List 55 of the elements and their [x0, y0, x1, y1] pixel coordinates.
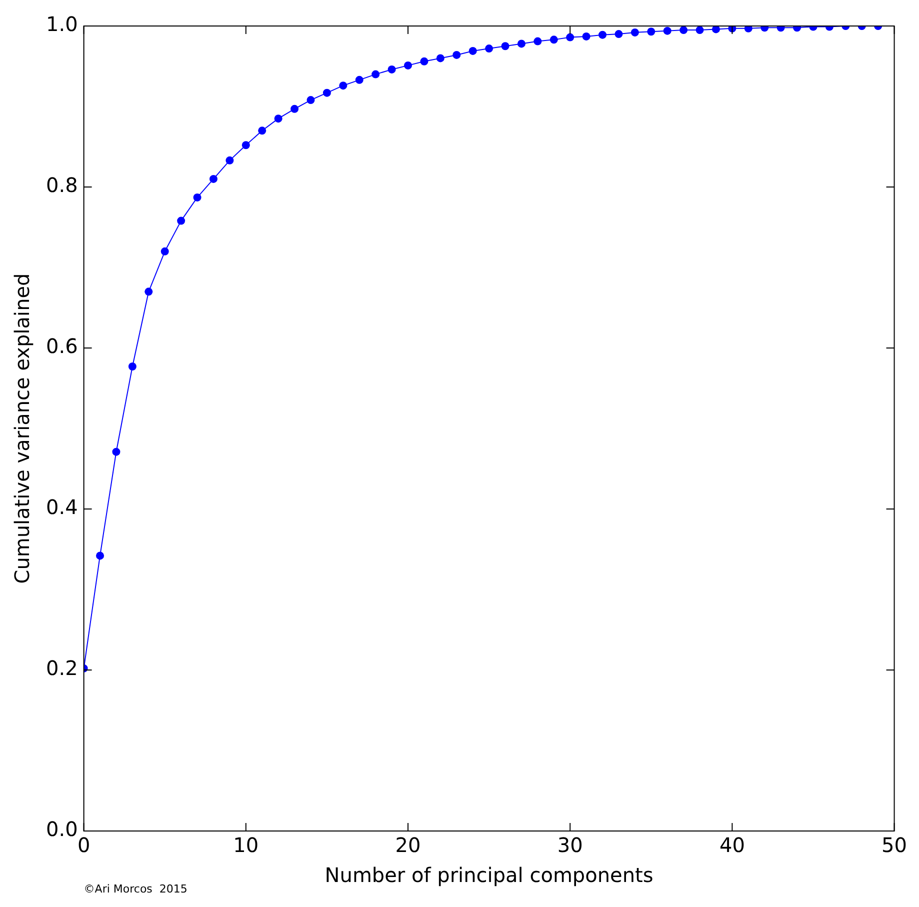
point: [598, 30, 607, 39]
point: [712, 26, 720, 34]
x-tick-label: 30: [557, 833, 583, 858]
point: [614, 30, 623, 38]
y-tick-label: 1.0: [46, 12, 78, 36]
point: [744, 26, 752, 32]
point: [274, 114, 282, 123]
x-tick-label: 20: [395, 833, 421, 858]
point: [144, 288, 153, 296]
point: [582, 32, 590, 40]
point: [177, 216, 186, 225]
point: [420, 57, 428, 66]
y-tick-label: 0.8: [46, 173, 78, 198]
point: [388, 65, 396, 74]
point: [501, 42, 510, 50]
point: [290, 104, 299, 113]
y-tick-label: 0.0: [46, 817, 78, 842]
point: [193, 193, 202, 202]
point: [242, 141, 250, 150]
point: [322, 88, 331, 97]
point: [534, 37, 542, 46]
point: [355, 76, 364, 84]
point: [160, 247, 169, 256]
point: [128, 362, 136, 371]
point: [452, 50, 461, 59]
point: [468, 46, 477, 55]
y-tick-label: 0.2: [46, 656, 78, 680]
point: [258, 126, 266, 135]
point: [339, 82, 348, 90]
y-tick-label: 0.4: [46, 495, 78, 520]
point: [647, 28, 656, 36]
x-tick-label: 10: [233, 833, 259, 858]
point: [112, 448, 120, 456]
y-tick-label: 0.6: [46, 334, 78, 358]
point: [680, 26, 688, 34]
point: [485, 44, 494, 53]
point: [209, 174, 218, 183]
point: [404, 61, 412, 70]
point: [696, 26, 704, 34]
x-tick-label: 40: [719, 833, 745, 858]
point: [96, 552, 104, 560]
point: [436, 54, 444, 62]
x-tick-label: 0: [77, 833, 90, 858]
y-axis-title: Cumulative variance explained: [10, 273, 34, 584]
point: [372, 70, 380, 78]
x-tick-label: 50: [882, 833, 907, 858]
x-axis-title: Number of principal components: [324, 863, 654, 888]
text: ©Ari Morcos 2015: [84, 882, 188, 896]
point: [517, 40, 526, 48]
point: [550, 36, 558, 44]
point: [663, 26, 672, 35]
point: [226, 156, 234, 164]
point: [630, 28, 639, 36]
point: [306, 96, 315, 104]
point: [566, 33, 574, 42]
